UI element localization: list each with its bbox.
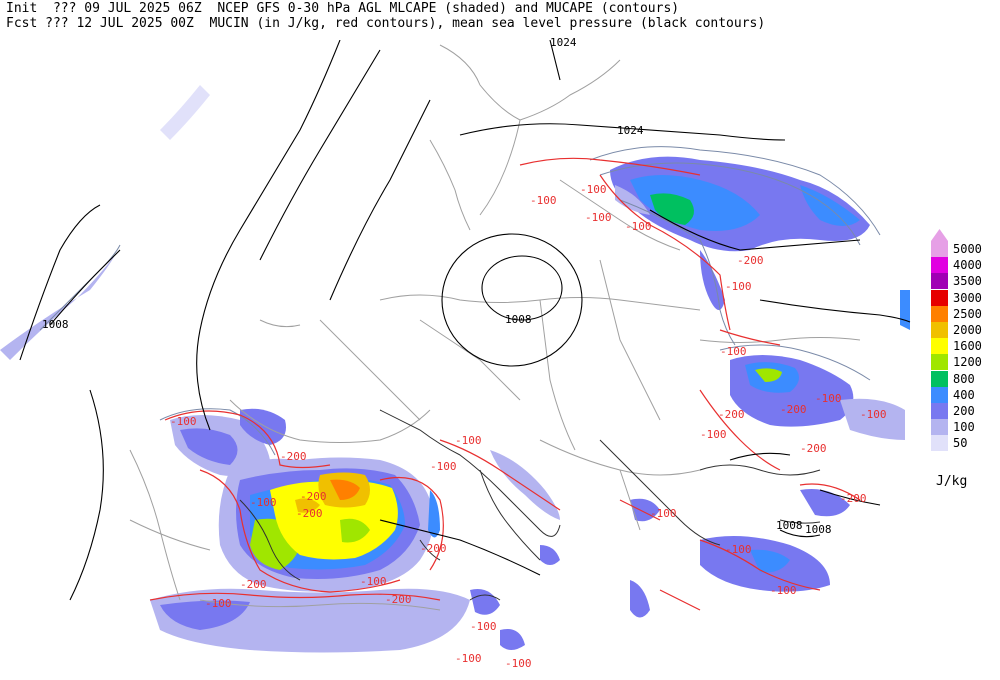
cin-label: -100 xyxy=(455,652,482,665)
pressure-label: 1008 xyxy=(776,519,803,532)
cin-label: -100 xyxy=(860,408,887,421)
pressure-label: 1024 xyxy=(617,124,644,137)
cin-label: -200 xyxy=(280,450,307,463)
legend-row: 2000 xyxy=(931,322,995,338)
cin-label: -100 xyxy=(770,584,797,597)
cin-label: -100 xyxy=(360,575,387,588)
legend-row: 1200 xyxy=(931,354,995,371)
cin-label: -100 xyxy=(455,434,482,447)
cin-label: -100 xyxy=(430,460,457,473)
cin-label: -100 xyxy=(815,392,842,405)
cin-label: -100 xyxy=(625,220,652,233)
cin-label: -200 xyxy=(718,408,745,421)
mucin-contours xyxy=(149,157,861,611)
pressure-labels: 1024 1024 1008 1008 1008 1008 xyxy=(42,36,832,536)
cin-label: -200 xyxy=(737,254,764,267)
legend-row: 50 xyxy=(931,435,995,452)
legend-arrow xyxy=(931,229,948,241)
legend-label: 50 xyxy=(953,436,968,451)
legend-row: 100 xyxy=(931,419,995,436)
cin-label: -100 xyxy=(725,280,752,293)
legend-row: 3500 xyxy=(931,273,995,290)
legend-swatch xyxy=(931,354,948,371)
legend-label: 100 xyxy=(953,420,975,435)
cin-label: -200 xyxy=(296,507,323,520)
cin-label: -100 xyxy=(580,183,607,196)
country-borders xyxy=(129,44,861,611)
cin-label: -200 xyxy=(240,578,267,591)
legend-row: 800 xyxy=(931,370,995,387)
legend-label: 5000 xyxy=(953,242,982,256)
cin-label: -100 xyxy=(170,415,197,428)
pressure-label: 1008 xyxy=(42,318,69,331)
legend-row: 1600 xyxy=(931,338,995,355)
legend-row: 4000 xyxy=(931,257,995,274)
pressure-label: 1024 xyxy=(550,36,577,49)
legend-label: 2000 xyxy=(953,323,982,337)
legend-swatch xyxy=(931,386,948,403)
legend-swatch xyxy=(931,419,948,436)
cin-label: -200 xyxy=(385,593,412,606)
cin-label: -100 xyxy=(650,507,677,520)
legend-label: 2500 xyxy=(953,306,982,321)
cin-label: -100 xyxy=(585,211,612,224)
legend-row: 400 xyxy=(931,386,995,403)
legend-row: 5000 xyxy=(931,241,995,257)
legend-label: 1600 xyxy=(953,339,982,354)
cin-label: -200 xyxy=(780,403,807,416)
cin-label: -200 xyxy=(300,490,327,503)
cin-label: -200 xyxy=(840,492,867,505)
legend-label: 3000 xyxy=(953,290,982,305)
cin-label: -200 xyxy=(800,442,827,455)
pressure-label: 1008 xyxy=(805,523,832,536)
cin-label: -100 xyxy=(250,496,277,509)
cin-label: -200 xyxy=(420,542,447,555)
legend-swatch xyxy=(931,241,948,257)
cin-label: -100 xyxy=(470,620,497,633)
cin-label: -100 xyxy=(725,543,752,556)
legend-swatch xyxy=(931,322,948,338)
legend-swatch xyxy=(931,273,948,290)
header-line-1: Init ??? 09 JUL 2025 06Z NCEP GFS 0-30 h… xyxy=(6,1,680,16)
cin-label: -100 xyxy=(505,657,532,670)
legend-row: 3000 xyxy=(931,289,995,306)
legend-swatch xyxy=(931,435,948,452)
cin-label: -100 xyxy=(205,597,232,610)
coastlines xyxy=(239,409,821,601)
legend-top-triangle xyxy=(931,229,948,241)
legend-swatch xyxy=(931,370,948,387)
legend-row: 200 xyxy=(931,403,995,419)
mslp-contours xyxy=(19,40,911,601)
legend-swatch xyxy=(931,257,948,274)
legend-swatch xyxy=(931,338,948,355)
header-line-2: Fcst ??? 12 JUL 2025 00Z MUCIN (in J/kg,… xyxy=(6,16,766,31)
legend-swatch xyxy=(931,289,948,306)
pressure-label: 1008 xyxy=(505,313,532,326)
legend-row: 2500 xyxy=(931,305,995,322)
mlcape-shading xyxy=(0,85,910,653)
legend-swatch xyxy=(931,403,948,419)
cin-label: -100 xyxy=(700,428,727,441)
cin-label: -100 xyxy=(530,194,557,207)
legend-label: 4000 xyxy=(953,258,982,273)
cin-label: -100 xyxy=(720,345,747,358)
legend-unit: J/kg xyxy=(936,474,968,489)
legend-label: 400 xyxy=(953,387,975,402)
legend-swatch xyxy=(931,305,948,322)
cin-labels: -100 -100 -100 -100 -200 -100 -200 -100 … xyxy=(170,183,887,670)
legend-label: 3500 xyxy=(953,274,982,289)
legend-label: 1200 xyxy=(953,355,982,370)
legend-label: 800 xyxy=(953,371,975,386)
legend-label: 200 xyxy=(953,404,975,418)
